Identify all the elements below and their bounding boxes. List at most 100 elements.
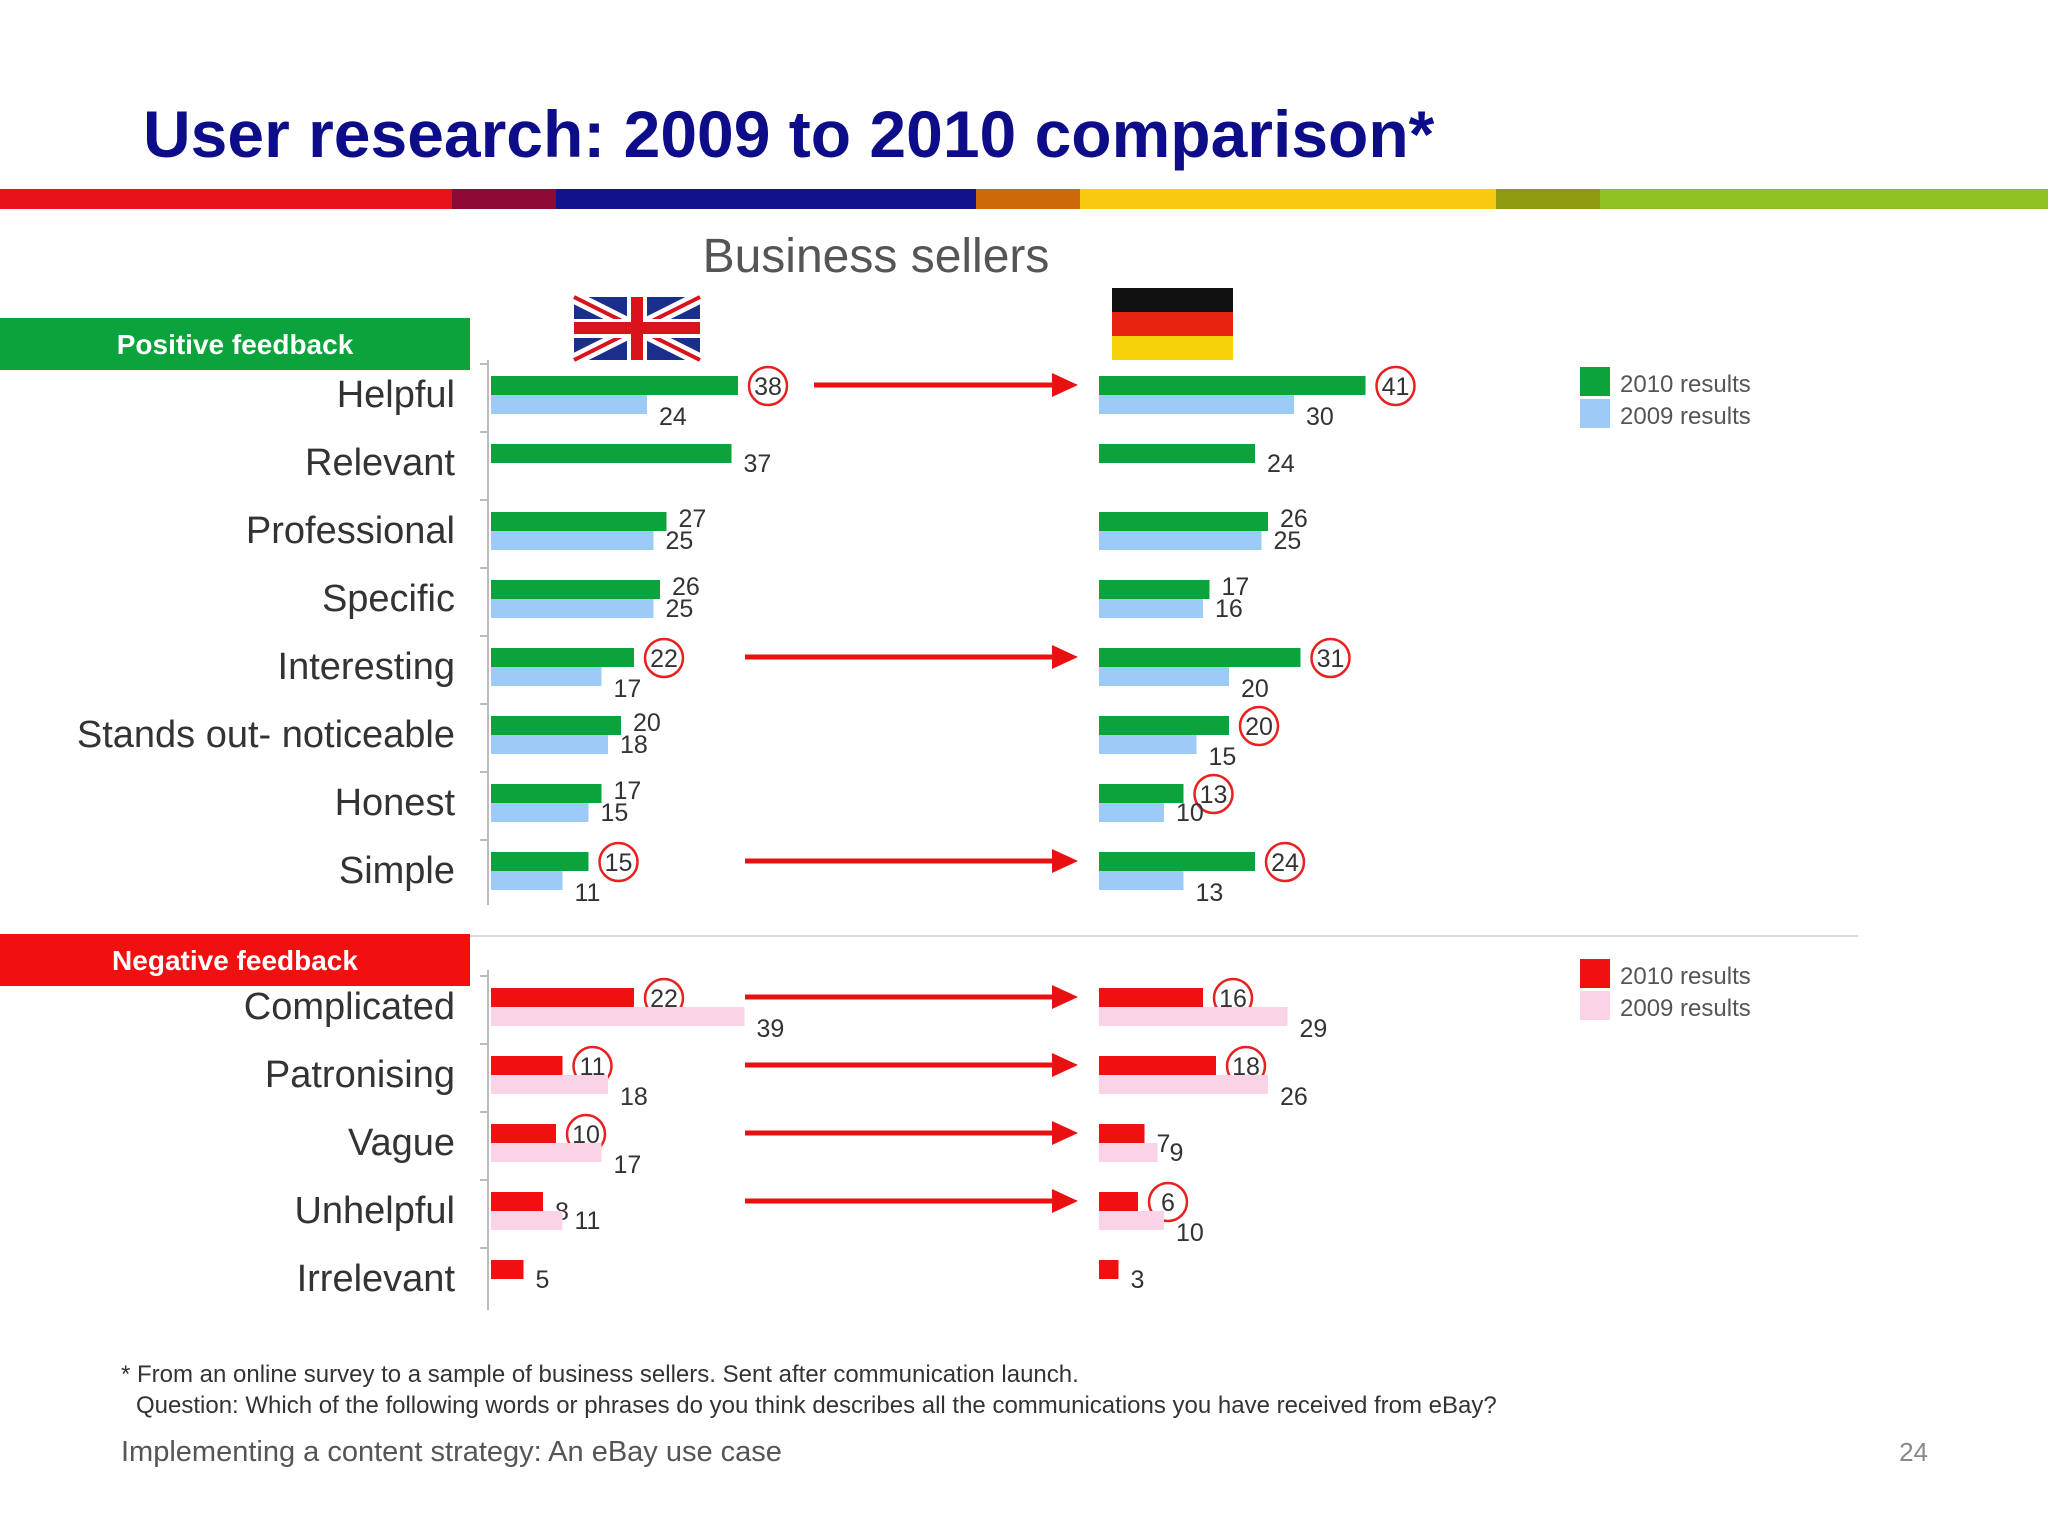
bar-de-2009 [1099, 599, 1203, 618]
data-label-2010: 41 [1382, 373, 1410, 401]
bar-de-2009 [1099, 1211, 1164, 1230]
data-label-2010: 27 [679, 505, 707, 533]
bar-uk-2010 [491, 376, 738, 395]
data-label-2009: 29 [1300, 1015, 1328, 1043]
feedback-header-bg [0, 934, 470, 986]
bar-de-2009 [1099, 667, 1229, 686]
legend-label-2010: 2010 results [1620, 371, 1751, 398]
category-label: Simple [339, 850, 455, 892]
footnote-question: Question: Which of the following words o… [136, 1392, 1497, 1419]
change-arrow-head [1052, 1121, 1078, 1145]
data-label-2009: 17 [614, 675, 642, 703]
bar-de-2009 [1099, 1007, 1288, 1026]
bar-uk-2010 [491, 512, 667, 531]
data-label-2009: 10 [1176, 1219, 1204, 1247]
change-arrow-head [1052, 1189, 1078, 1213]
data-label-2009: 9 [1170, 1139, 1184, 1167]
bar-de-2010 [1099, 444, 1255, 463]
category-label: Complicated [244, 986, 455, 1028]
feedback-header-label: Negative feedback [112, 945, 358, 976]
data-label-2010: 31 [1317, 645, 1345, 673]
bar-uk-2009 [491, 1143, 602, 1162]
data-label-2010: 20 [633, 709, 661, 737]
data-label-2010: 38 [754, 373, 782, 401]
bar-de-2009 [1099, 1143, 1158, 1162]
bar-de-2010 [1099, 648, 1301, 667]
data-label-2010: 24 [1267, 450, 1295, 478]
data-label-2009: 18 [620, 731, 648, 759]
data-label-2009: 11 [575, 879, 601, 907]
color-stripe-segment [1600, 189, 2048, 209]
data-label-2010: 6 [1161, 1189, 1175, 1217]
bar-uk-2010 [491, 1124, 556, 1143]
category-label: Specific [322, 578, 455, 620]
bar-uk-2009 [491, 599, 654, 618]
highlight-circle [1264, 841, 1306, 883]
bar-de-2009 [1099, 395, 1294, 414]
category-label: Professional [246, 510, 455, 552]
change-arrow-head [1052, 373, 1078, 397]
bar-uk-2010 [491, 648, 634, 667]
legend-swatch-2010 [1580, 959, 1610, 988]
data-label-2010: 5 [536, 1266, 550, 1294]
bar-uk-2010 [491, 852, 589, 871]
bar-uk-2009 [491, 803, 589, 822]
bar-de-2010 [1099, 1124, 1145, 1143]
legend-label-2009: 2009 results [1620, 995, 1751, 1022]
change-arrow-head [1052, 1053, 1078, 1077]
legend-swatch-2009 [1580, 991, 1610, 1020]
color-stripe-segment [976, 189, 1080, 209]
highlight-circle [1310, 637, 1351, 679]
bar-uk-2010 [491, 1056, 563, 1075]
bar-de-2009 [1099, 531, 1262, 550]
data-label-2010: 26 [1280, 505, 1308, 533]
data-label-2010: 37 [744, 450, 772, 478]
data-label-2009: 15 [601, 799, 629, 827]
color-stripe-segment [1080, 189, 1496, 209]
data-label-2010: 17 [1222, 573, 1250, 601]
data-label-2009: 13 [1196, 879, 1224, 907]
color-stripe-segment [556, 189, 976, 209]
data-label-2009: 26 [1280, 1083, 1308, 1111]
bar-uk-2009 [491, 1007, 745, 1026]
uk-flag-icon [571, 291, 703, 366]
legend-swatch-2010 [1580, 367, 1610, 396]
bar-uk-2010 [491, 716, 621, 735]
bar-de-2010 [1099, 1260, 1119, 1279]
highlight-circle [598, 841, 639, 883]
color-stripe [0, 189, 2048, 209]
data-label-2009: 25 [1274, 527, 1302, 555]
data-label-2010: 13 [1200, 781, 1228, 809]
data-label-2010: 24 [1271, 849, 1299, 877]
data-label-2009: 15 [1209, 743, 1237, 771]
germany-flag-icon [1112, 288, 1233, 360]
footnote-source: * From an online survey to a sample of b… [121, 1361, 1079, 1388]
bar-uk-2009 [491, 395, 647, 414]
data-label-2010: 20 [1245, 713, 1273, 741]
category-label: Helpful [337, 374, 455, 416]
data-label-2009: 25 [666, 595, 694, 623]
category-label: Irrelevant [297, 1258, 456, 1300]
bar-de-2010 [1099, 376, 1366, 395]
category-label: Vague [348, 1122, 455, 1164]
data-label-2009: 20 [1241, 675, 1269, 703]
footer-text: Implementing a content strategy: An eBay… [121, 1436, 782, 1468]
bar-uk-2009 [491, 1075, 608, 1094]
data-label-2009: 16 [1215, 595, 1243, 623]
data-label-2009: 18 [620, 1083, 648, 1111]
bar-de-2010 [1099, 1056, 1216, 1075]
feedback-header-bg [0, 318, 470, 370]
bar-uk-2009 [491, 871, 563, 890]
bar-uk-2010 [491, 580, 660, 599]
data-label-2009: 10 [1176, 799, 1204, 827]
legend-label-2010: 2010 results [1620, 963, 1751, 990]
color-stripe-segment [0, 189, 452, 209]
color-stripe-segment [452, 189, 556, 209]
data-label-2010: 26 [672, 573, 700, 601]
highlight-circle [1375, 365, 1416, 407]
highlight-circle [1147, 1181, 1189, 1223]
bar-uk-2010 [491, 1192, 543, 1211]
change-arrow-head [1052, 985, 1078, 1009]
category-label: Stands out- noticeable [77, 714, 455, 756]
